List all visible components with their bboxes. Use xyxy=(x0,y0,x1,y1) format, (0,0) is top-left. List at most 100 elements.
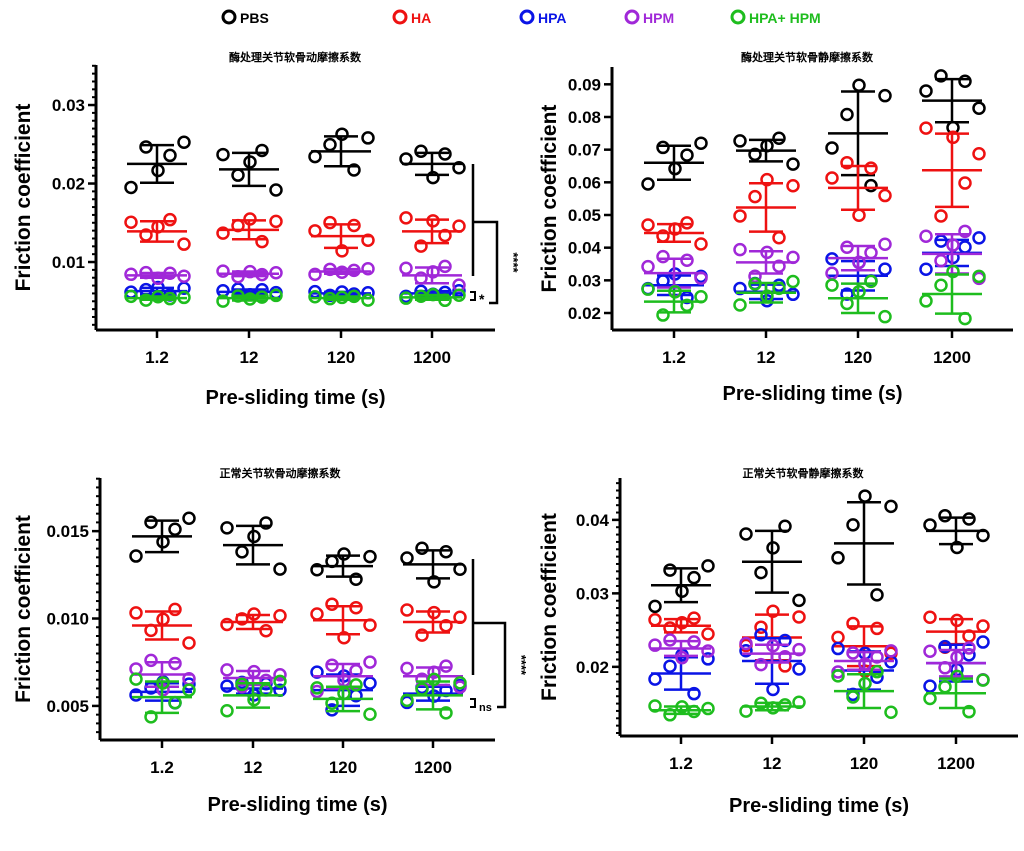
data-point xyxy=(308,289,322,304)
x-tick-label: 1200 xyxy=(937,754,975,773)
data-point xyxy=(680,216,694,230)
data-point xyxy=(792,593,806,608)
data-point xyxy=(641,177,655,191)
data-point xyxy=(363,707,377,721)
data-point xyxy=(400,551,414,565)
data-point xyxy=(129,606,143,620)
legend-label: HPA+ HPM xyxy=(749,10,821,26)
data-point xyxy=(361,293,375,307)
chart-title: 正常关节软骨静摩擦系数 xyxy=(743,466,865,480)
data-point xyxy=(958,176,972,190)
series-pbs xyxy=(129,511,467,589)
data-point xyxy=(255,234,269,249)
legend-marker-icon xyxy=(221,9,237,25)
x-tick-label: 1200 xyxy=(414,758,452,777)
data-point xyxy=(220,663,234,677)
data-point xyxy=(452,219,466,233)
data-point xyxy=(182,683,196,697)
data-point xyxy=(259,624,273,638)
data-point xyxy=(144,710,158,724)
legend-item: HA xyxy=(392,9,431,26)
y-axis-label: Friction coefficient xyxy=(538,513,561,701)
legend-label: HPA xyxy=(538,10,567,26)
data-point xyxy=(972,101,986,115)
series-ha xyxy=(124,211,466,258)
data-point xyxy=(962,512,976,526)
data-point xyxy=(231,168,245,182)
series-hpm xyxy=(129,653,467,699)
data-point xyxy=(273,668,287,682)
data-point xyxy=(325,597,339,611)
data-point xyxy=(414,144,428,159)
data-point xyxy=(919,262,933,276)
data-point xyxy=(934,253,948,268)
data-point xyxy=(216,264,230,278)
series-pbs xyxy=(124,127,466,197)
data-point xyxy=(216,294,230,308)
data-point xyxy=(831,551,845,565)
data-point xyxy=(349,678,363,692)
data-point xyxy=(439,659,453,673)
data-point xyxy=(739,643,753,658)
data-point xyxy=(831,630,845,645)
x-tick-label: 1.2 xyxy=(150,758,174,777)
data-point xyxy=(923,679,937,693)
data-point xyxy=(129,688,143,702)
series-pbs xyxy=(641,69,986,193)
data-point xyxy=(361,261,375,276)
y-tick-label: 0.015 xyxy=(46,522,89,541)
y-tick-label: 0.07 xyxy=(568,141,601,160)
data-point xyxy=(163,148,177,163)
chart-title: 正常关节软骨动摩擦系数 xyxy=(220,466,342,480)
data-point xyxy=(182,636,196,650)
data-point xyxy=(733,209,747,223)
y-tick-label: 0.05 xyxy=(568,206,601,225)
data-point xyxy=(124,289,138,304)
bracket-line xyxy=(473,621,507,709)
data-point xyxy=(220,679,234,693)
y-tick-label: 0.005 xyxy=(46,697,89,716)
data-point xyxy=(934,234,948,248)
data-point xyxy=(182,511,196,526)
data-point xyxy=(641,218,655,232)
data-point xyxy=(220,703,234,718)
y-tick-label: 0.03 xyxy=(568,271,601,290)
data-point xyxy=(310,607,324,621)
data-point xyxy=(852,208,866,222)
x-tick-label: 12 xyxy=(244,758,263,777)
data-point xyxy=(701,652,715,666)
data-point xyxy=(748,189,762,204)
data-point xyxy=(439,545,453,559)
chart-panel-3: 正常关节软骨动摩擦系数 0.005 0.010 0.015 1.2 12 120 1200 Pr… xyxy=(12,466,495,816)
data-point xyxy=(870,588,884,602)
x-tick-label: 120 xyxy=(844,348,872,367)
series-ha xyxy=(129,597,467,650)
data-point xyxy=(687,570,701,585)
data-point xyxy=(878,188,892,203)
data-point xyxy=(934,69,948,83)
data-point xyxy=(976,635,990,649)
data-point xyxy=(754,620,768,634)
data-point xyxy=(733,242,747,257)
data-point xyxy=(864,178,878,193)
data-point xyxy=(733,134,747,148)
data-point xyxy=(680,298,694,313)
data-point xyxy=(840,155,854,170)
data-point xyxy=(235,545,249,559)
y-tick-label: 0.01 xyxy=(52,253,85,272)
data-point xyxy=(786,178,800,193)
y-tick-label: 0.04 xyxy=(568,239,602,258)
data-point xyxy=(656,249,670,264)
data-point xyxy=(792,695,806,710)
data-point xyxy=(349,572,363,586)
data-point xyxy=(648,672,662,686)
data-point xyxy=(878,237,892,251)
data-point xyxy=(144,515,158,529)
data-point xyxy=(754,657,768,672)
data-point xyxy=(269,183,283,197)
data-point xyxy=(663,659,677,673)
x-tick-label: 1.2 xyxy=(145,348,169,367)
data-point xyxy=(656,140,670,155)
data-point xyxy=(884,499,898,514)
